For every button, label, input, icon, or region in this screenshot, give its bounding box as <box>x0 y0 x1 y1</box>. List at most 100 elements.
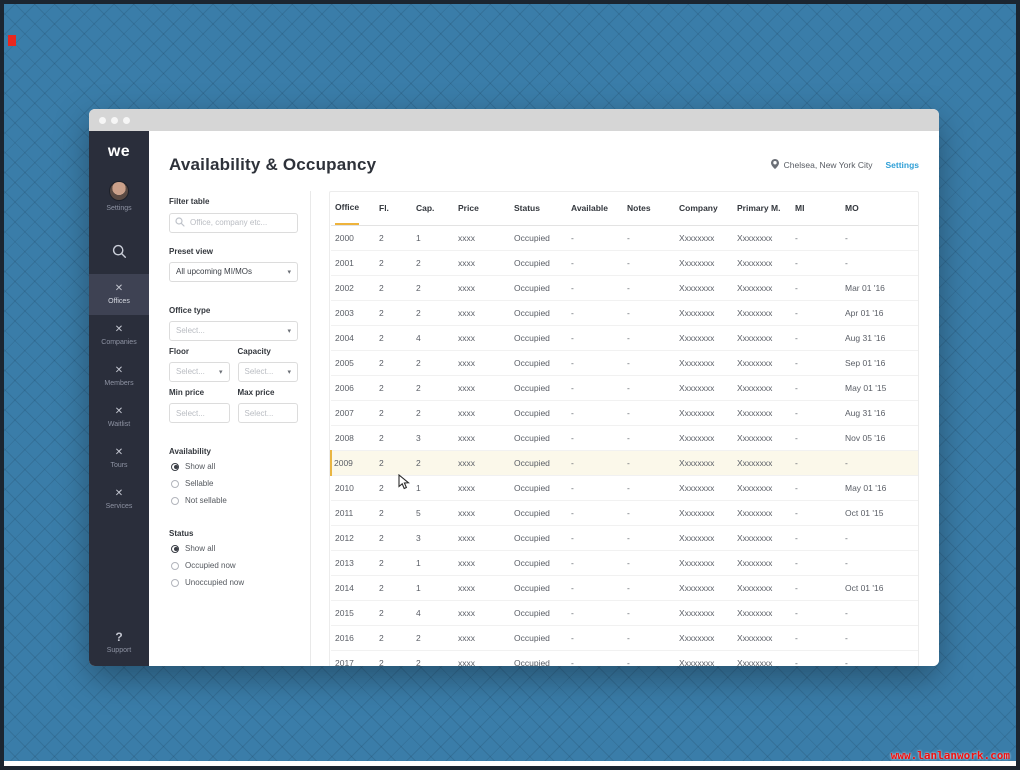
sidebar-item-support[interactable]: ? Support <box>89 630 149 654</box>
preset-view-select[interactable]: All upcoming MI/MOs ▾ <box>169 261 298 282</box>
table-row[interactable]: 2005 2 2 xxxx Occupied - - Xxxxxxxx Xxxx <box>331 350 918 376</box>
table-row[interactable]: 2000 2 1 xxxx Occupied - - Xxxxxxxx Xxxx <box>331 225 918 251</box>
table-row[interactable]: 2006 2 2 xxxx Occupied - - Xxxxxxxx Xxxx <box>331 375 918 401</box>
cell-company: Xxxxxxxx <box>675 450 733 476</box>
cell-notes: - <box>623 600 675 626</box>
column-header-company[interactable]: Company <box>675 192 733 226</box>
radio-icon <box>171 462 179 471</box>
cell-price: xxxx <box>454 325 510 351</box>
cell-primary-m: Xxxxxxxx <box>733 550 791 576</box>
table-row[interactable]: 2003 2 2 xxxx Occupied - - Xxxxxxxx Xxxx <box>331 300 918 326</box>
cell-price: xxxx <box>454 350 510 376</box>
capacity-select[interactable]: Select... ▾ <box>237 361 298 382</box>
cell-price: xxxx <box>454 450 510 476</box>
column-header-fl[interactable]: Fl. <box>375 192 412 226</box>
table-row[interactable]: 2008 2 3 xxxx Occupied - - Xxxxxxxx Xxxx <box>331 425 918 451</box>
cell-office: 2012 <box>331 525 375 551</box>
table-row[interactable]: 2015 2 4 xxxx Occupied - - Xxxxxxxx Xxxx <box>331 600 918 626</box>
table-row[interactable]: 2004 2 4 xxxx Occupied - - Xxxxxxxx Xxxx <box>331 325 918 351</box>
cell-mi: - <box>791 650 841 666</box>
radio-status-unoccupied-now[interactable]: Unoccupied now <box>171 578 298 587</box>
cell-status: Occupied <box>510 575 567 601</box>
cell-office: 2006 <box>331 375 375 401</box>
cell-office: 2013 <box>331 550 375 576</box>
office-type-select[interactable]: Select... ▾ <box>169 320 298 341</box>
cell-fl: 2 <box>375 575 412 601</box>
column-header-status[interactable]: Status <box>510 192 567 226</box>
search-icon <box>112 244 127 264</box>
filter-search-input[interactable] <box>169 212 298 233</box>
cell-fl: 2 <box>375 600 412 626</box>
cell-status: Occupied <box>510 375 567 401</box>
cell-mi: - <box>791 225 841 251</box>
cell-fl: 2 <box>375 325 412 351</box>
table-row[interactable]: 2013 2 1 xxxx Occupied - - Xxxxxxxx Xxxx <box>331 550 918 576</box>
cell-mi: - <box>791 325 841 351</box>
radio-availability-sellable[interactable]: Sellable <box>171 479 298 488</box>
cell-available: - <box>567 450 623 476</box>
column-header-available[interactable]: Available <box>567 192 623 226</box>
cell-company: Xxxxxxxx <box>675 225 733 251</box>
window-control-dot[interactable] <box>111 116 118 124</box>
sidebar-item-settings[interactable]: Settings <box>89 175 149 218</box>
cell-primary-m: Xxxxxxxx <box>733 650 791 666</box>
table-row[interactable]: 2002 2 2 xxxx Occupied - - Xxxxxxxx Xxxx <box>331 275 918 301</box>
cell-fl: 2 <box>375 375 412 401</box>
sidebar-item-members[interactable]: ✕ Members <box>89 356 149 397</box>
min-price-input[interactable] <box>169 403 230 423</box>
cell-fl: 2 <box>375 550 412 576</box>
table-row[interactable]: 2011 2 5 xxxx Occupied - - Xxxxxxxx Xxxx <box>331 500 918 526</box>
cell-primary-m: Xxxxxxxx <box>733 275 791 301</box>
sidebar-item-offices[interactable]: ✕ Offices <box>89 274 149 315</box>
window-control-dot[interactable] <box>123 116 130 124</box>
location-settings-link[interactable]: Settings <box>885 160 919 170</box>
cell-available: - <box>567 300 623 326</box>
table-row[interactable]: 2016 2 2 xxxx Occupied - - Xxxxxxxx Xxxx <box>331 625 918 651</box>
sidebar-item-companies[interactable]: ✕ Companies <box>89 315 149 356</box>
column-header-mi[interactable]: MI <box>791 192 841 226</box>
cell-fl: 2 <box>375 400 412 426</box>
sidebar-item-waitlist[interactable]: ✕ Waitlist <box>89 397 149 438</box>
cell-mo: Aug 31 '16 <box>841 400 918 426</box>
cell-office: 2010 <box>331 475 375 501</box>
table-row[interactable]: 2017 2 2 xxxx Occupied - - Xxxxxxxx Xxxx <box>331 650 918 666</box>
cell-office: 2007 <box>331 400 375 426</box>
radio-availability-show-all[interactable]: Show all <box>171 462 298 471</box>
cell-primary-m: Xxxxxxxx <box>733 325 791 351</box>
cell-status: Occupied <box>510 350 567 376</box>
cell-cap: 2 <box>412 300 454 326</box>
max-price-input[interactable] <box>237 403 298 423</box>
cell-status: Occupied <box>510 325 567 351</box>
sidebar-item-services[interactable]: ✕ Services <box>89 479 149 520</box>
column-header-primary-m[interactable]: Primary M. <box>733 192 791 226</box>
cell-primary-m: Xxxxxxxx <box>733 625 791 651</box>
table-row[interactable]: 2010 2 1 xxxx Occupied - - Xxxxxxxx Xxxx <box>331 475 918 501</box>
location-pin-icon <box>770 159 779 171</box>
table-row[interactable]: 2014 2 1 xxxx Occupied - - Xxxxxxxx Xxxx <box>331 575 918 601</box>
window-control-dot[interactable] <box>99 116 106 124</box>
floor-select[interactable]: Select... ▾ <box>169 361 230 382</box>
table-row[interactable]: 2012 2 3 xxxx Occupied - - Xxxxxxxx Xxxx <box>331 525 918 551</box>
radio-status-show-all[interactable]: Show all <box>171 544 298 553</box>
radio-status-occupied-now[interactable]: Occupied now <box>171 561 298 570</box>
cell-price: xxxx <box>454 500 510 526</box>
column-header-notes[interactable]: Notes <box>623 192 675 226</box>
column-header-mo[interactable]: MO <box>841 192 918 226</box>
sidebar-item-tours[interactable]: ✕ Tours <box>89 438 149 479</box>
filter-panel: Filter table Preset view All upcoming MI… <box>169 191 311 666</box>
radio-availability-not-sellable[interactable]: Not sellable <box>171 496 298 505</box>
cell-available: - <box>567 600 623 626</box>
sidebar-item-search[interactable] <box>89 234 149 274</box>
capacity-label: Capacity <box>237 346 271 356</box>
table-row[interactable]: 2007 2 2 xxxx Occupied - - Xxxxxxxx Xxxx <box>331 400 918 426</box>
app-logo: we <box>107 143 131 160</box>
cell-office: 2009 <box>330 450 375 476</box>
column-header-price[interactable]: Price <box>454 192 510 226</box>
cell-mi: - <box>791 300 841 326</box>
table-row[interactable]: 2009 2 2 xxxx Occupied - - Xxxxxxxx Xxxx <box>330 450 918 476</box>
column-header-cap[interactable]: Cap. <box>412 192 454 226</box>
cell-notes: - <box>623 325 675 351</box>
table-row[interactable]: 2001 2 2 xxxx Occupied - - Xxxxxxxx Xxxx <box>331 250 918 276</box>
column-header-office[interactable]: Office <box>331 192 375 226</box>
cell-notes: - <box>623 500 675 526</box>
